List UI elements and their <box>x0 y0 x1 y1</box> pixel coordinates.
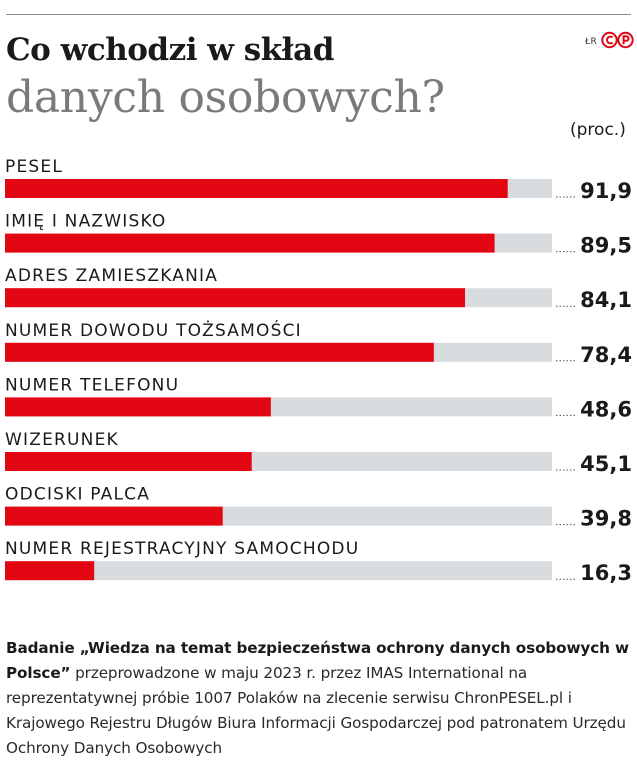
bar-label: IMIĘ I NAZWISKO <box>5 212 166 232</box>
bar-label: NUMER REJESTRACYJNY SAMOCHODU <box>5 539 359 559</box>
bar-value-label: 91,9 <box>580 179 632 203</box>
survey-note-bold: Badanie „Wiedza na temat bezpieczeństwa … <box>6 639 629 682</box>
bar <box>5 288 466 308</box>
bar-label: PESEL <box>5 157 63 177</box>
bar-value-label: 16,3 <box>580 561 632 585</box>
bar-track <box>5 561 552 581</box>
bar-label: ODCISKI PALCA <box>5 485 150 505</box>
bar-label: NUMER DOWODU TOŻSAMOŚCI <box>5 319 302 341</box>
survey-note-text: przeprowadzone w maju 2023 r. przez IMAS… <box>6 664 626 757</box>
bar-value-label: 84,1 <box>580 288 632 312</box>
bar-value-label: 78,4 <box>580 343 632 367</box>
bar <box>5 506 223 526</box>
bar <box>5 452 252 471</box>
bar-label: ADRES ZAMIESZKANIA <box>5 266 218 286</box>
bar-chart: PESEL 91,9 IMIĘ I NAZWISKO 89,5 ADRES ZAMIES… <box>5 157 632 585</box>
bar <box>5 179 508 198</box>
bar <box>5 397 271 417</box>
chart-title-line1: Co wchodzi w skład <box>6 32 334 68</box>
bar <box>5 342 434 362</box>
unit-label: (proc.) <box>570 120 626 140</box>
bar-value-label: 45,1 <box>580 452 632 476</box>
bar-label: WIZERUNEK <box>5 430 119 450</box>
publisher-logo <box>601 31 634 49</box>
bar-value-label: 39,8 <box>580 507 632 531</box>
top-rule <box>6 14 631 15</box>
bar <box>5 233 495 253</box>
author-credit: ŁR <box>585 37 598 47</box>
bar-value-label: 89,5 <box>580 234 632 258</box>
bar-label: NUMER TELEFONU <box>5 375 179 395</box>
bar <box>5 561 95 581</box>
survey-note: Badanie „Wiedza na temat bezpieczeństwa … <box>6 636 631 761</box>
chart-title-line2: danych osobowych? <box>6 72 445 123</box>
bar-value-label: 48,6 <box>580 397 632 421</box>
